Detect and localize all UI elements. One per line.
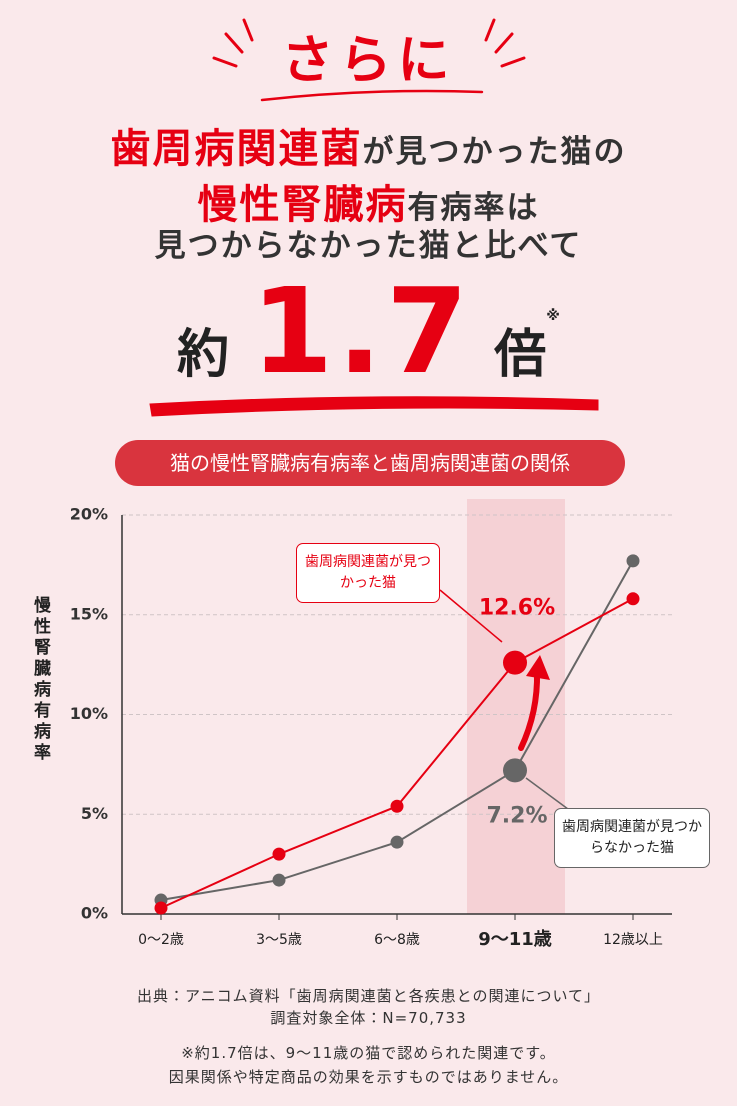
callout-pointer xyxy=(439,589,503,643)
data-point xyxy=(626,554,640,568)
highlight-band xyxy=(467,499,565,914)
y-tick-label: 20% xyxy=(70,505,108,524)
plot: 0% 5% 10% 15% 20% 0〜2歳 3〜5歳 6〜8歳 9〜11歳 12歳以上 7.2% 1… xyxy=(70,499,672,950)
ratio-suffix: 倍 xyxy=(494,325,547,385)
y-tick-label: 10% xyxy=(70,704,108,723)
source: 出典：アニコム資料「歯周病関連菌と各疾患との関連について」 xyxy=(136,987,601,1005)
headline-emphasis: 慢性腎臓病 xyxy=(197,182,408,228)
legend-entry: 歯周病関連菌が見つからなかった猫 xyxy=(554,808,710,868)
headline: 慢性腎臓病有病率は xyxy=(0,172,737,230)
headline-text: が見つかった猫の xyxy=(362,134,627,170)
headline-emphasis: 歯周病関連菌 xyxy=(110,126,363,172)
note: 因果関係や特定商品の効果を示すものではありません。 xyxy=(168,1068,569,1086)
arrow xyxy=(518,669,541,751)
y-axis-label: 慢性腎臓病有病率 xyxy=(30,596,50,764)
data-point xyxy=(390,835,404,849)
note: ※約1.7倍は、9〜11歳の猫で認められた関連です。 xyxy=(181,1044,556,1062)
chart-title: 猫の慢性腎臓病有病率と歯周病関連菌の関係 xyxy=(115,440,625,486)
arrow-head xyxy=(526,655,550,680)
sample: 調査対象全体：N=70,733 xyxy=(270,1009,467,1027)
data-label: 12.6% xyxy=(479,596,555,621)
data-point xyxy=(626,592,640,606)
decoration xyxy=(149,18,599,417)
data-point xyxy=(503,650,527,675)
ratio-note-mark: ※ xyxy=(546,308,560,324)
lead: さらに xyxy=(281,31,456,91)
ratio-number: 1.7 xyxy=(251,262,473,400)
legend-entry: 歯周病関連菌が見つかった猫 xyxy=(296,543,440,603)
data-point xyxy=(272,873,286,887)
headline: 歯周病関連菌が見つかった猫の xyxy=(0,116,737,174)
x-tick-label: 9〜11歳 xyxy=(478,929,552,950)
data-point xyxy=(503,758,527,783)
ratio-prefix: 約 xyxy=(177,325,230,385)
data-label: 7.2% xyxy=(486,803,547,828)
data-point xyxy=(154,901,168,915)
headline: 見つからなかった猫と比べて xyxy=(154,228,583,264)
y-tick-label: 15% xyxy=(70,604,108,623)
headline-text: 有病率は xyxy=(407,190,540,226)
callout-pointer xyxy=(525,777,573,813)
x-tick-label: 0〜2歳 xyxy=(138,932,184,948)
x-tick-label: 6〜8歳 xyxy=(374,932,420,948)
x-tick-label: 12歳以上 xyxy=(603,932,663,948)
data-point xyxy=(272,847,286,861)
data-point xyxy=(390,799,404,813)
y-tick-label: 0% xyxy=(81,904,108,923)
x-tick-label: 3〜5歳 xyxy=(256,932,302,948)
y-tick-label: 5% xyxy=(81,804,108,823)
ratio: 約 1.7 倍※ xyxy=(0,262,737,400)
